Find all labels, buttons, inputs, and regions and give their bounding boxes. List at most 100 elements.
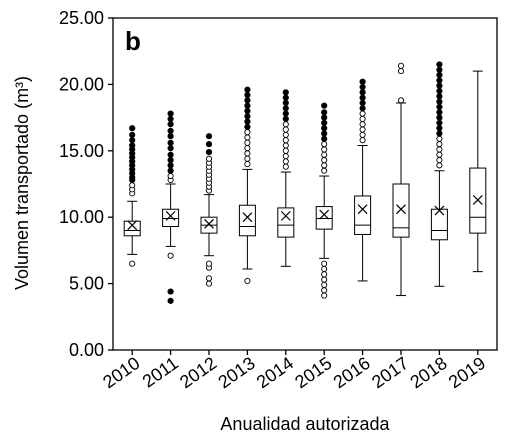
outlier-filled [244, 86, 251, 93]
outlier-filled [436, 125, 443, 132]
y-axis-title: Volumen transportado (m³) [12, 76, 32, 290]
box-iqr [392, 183, 410, 238]
x-tick-label: 2015 [291, 353, 335, 392]
x-tick-label: 2012 [176, 353, 220, 392]
x-tick-label: 2013 [214, 353, 258, 392]
y-tick-label: 10.00 [59, 207, 104, 227]
y-tick-label: 0.00 [69, 340, 104, 360]
outlier-open [282, 131, 289, 138]
outlier-filled [129, 125, 136, 132]
outlier-open [359, 126, 366, 133]
outlier-filled [129, 137, 136, 144]
outlier-open [321, 292, 328, 299]
outlier-open [282, 163, 289, 170]
outlier-filled [167, 156, 174, 164]
mean-marker [357, 204, 368, 215]
outlier-filled [282, 110, 289, 117]
x-axis-title: Anualidad autorizada [220, 414, 390, 434]
outlier-filled [321, 119, 328, 127]
outlier-open [244, 155, 251, 162]
outlier-filled [282, 94, 289, 101]
outlier-filled [436, 114, 443, 121]
y-tick-label: 15.00 [59, 141, 104, 161]
panel-label: b [125, 26, 141, 56]
outlier-filled [359, 89, 366, 96]
outlier-filled [167, 115, 174, 123]
outlier-open [436, 162, 443, 169]
outlier-open [167, 252, 174, 259]
outlier-filled [436, 66, 443, 73]
outlier-open [205, 275, 213, 282]
outlier-open [321, 271, 328, 278]
outlier-filled [167, 145, 174, 152]
outlier-open [359, 115, 366, 122]
outlier-open [321, 151, 328, 158]
outlier-open [282, 153, 289, 160]
outlier-filled [167, 127, 174, 134]
outlier-open [436, 141, 443, 148]
outlier-open [436, 135, 443, 142]
plot-frame [112, 17, 498, 351]
outlier-open [244, 277, 251, 284]
outlier-filled [321, 114, 328, 121]
outlier-open [321, 167, 328, 174]
box-iqr [238, 204, 256, 237]
x-tick-label: 2010 [99, 353, 143, 392]
outlier-filled [436, 93, 443, 100]
outlier-open [321, 141, 328, 148]
outlier-open [397, 97, 405, 104]
outlier-open [436, 146, 443, 153]
outlier-filled [436, 130, 443, 137]
mean-marker [165, 210, 176, 221]
mean-marker [127, 220, 138, 231]
outlier-open [282, 147, 289, 154]
outlier-filled [205, 149, 213, 156]
outlier-filled [244, 113, 251, 120]
x-tick-label: 2019 [445, 353, 489, 392]
outlier-filled [282, 115, 289, 123]
outlier-filled [436, 98, 443, 105]
x-tick-label: 2011 [139, 353, 182, 392]
outlier-filled [359, 83, 366, 91]
outlier-filled [321, 130, 328, 137]
outlier-open [205, 260, 213, 267]
outlier-filled [321, 135, 328, 142]
outlier-open [359, 110, 366, 117]
mean-marker [434, 205, 445, 216]
box-iqr [315, 206, 333, 230]
outlier-open [244, 134, 251, 141]
box-iqr [430, 208, 448, 241]
x-tick-label: 2017 [368, 353, 412, 392]
outlier-filled [205, 133, 213, 140]
outlier-filled [244, 107, 251, 115]
outlier-open [359, 121, 366, 128]
outlier-open [282, 158, 289, 165]
outlier-filled [129, 131, 136, 138]
outlier-open [321, 287, 328, 294]
outlier-filled [129, 142, 136, 149]
outlier-open [205, 280, 213, 287]
outlier-open [244, 145, 251, 152]
x-tick-label: 2014 [253, 353, 297, 392]
outlier-open [359, 131, 366, 138]
mean-marker [472, 195, 483, 205]
outlier-filled [282, 89, 289, 96]
outlier-open [282, 142, 289, 149]
outlier-filled [436, 72, 443, 79]
outlier-filled [244, 123, 251, 130]
outlier-filled [167, 151, 174, 158]
box-iqr [123, 220, 141, 237]
mean-marker [204, 218, 214, 229]
outlier-open [244, 150, 251, 157]
outlier-open [321, 146, 328, 153]
outlier-filled [436, 82, 443, 89]
outlier-filled [359, 105, 366, 112]
mean-marker [280, 210, 291, 221]
outlier-open [282, 126, 289, 133]
outlier-open [436, 157, 443, 164]
box-iqr [277, 207, 295, 238]
outlier-filled [436, 61, 443, 68]
outlier-open [244, 161, 251, 168]
outlier-filled [436, 109, 443, 116]
